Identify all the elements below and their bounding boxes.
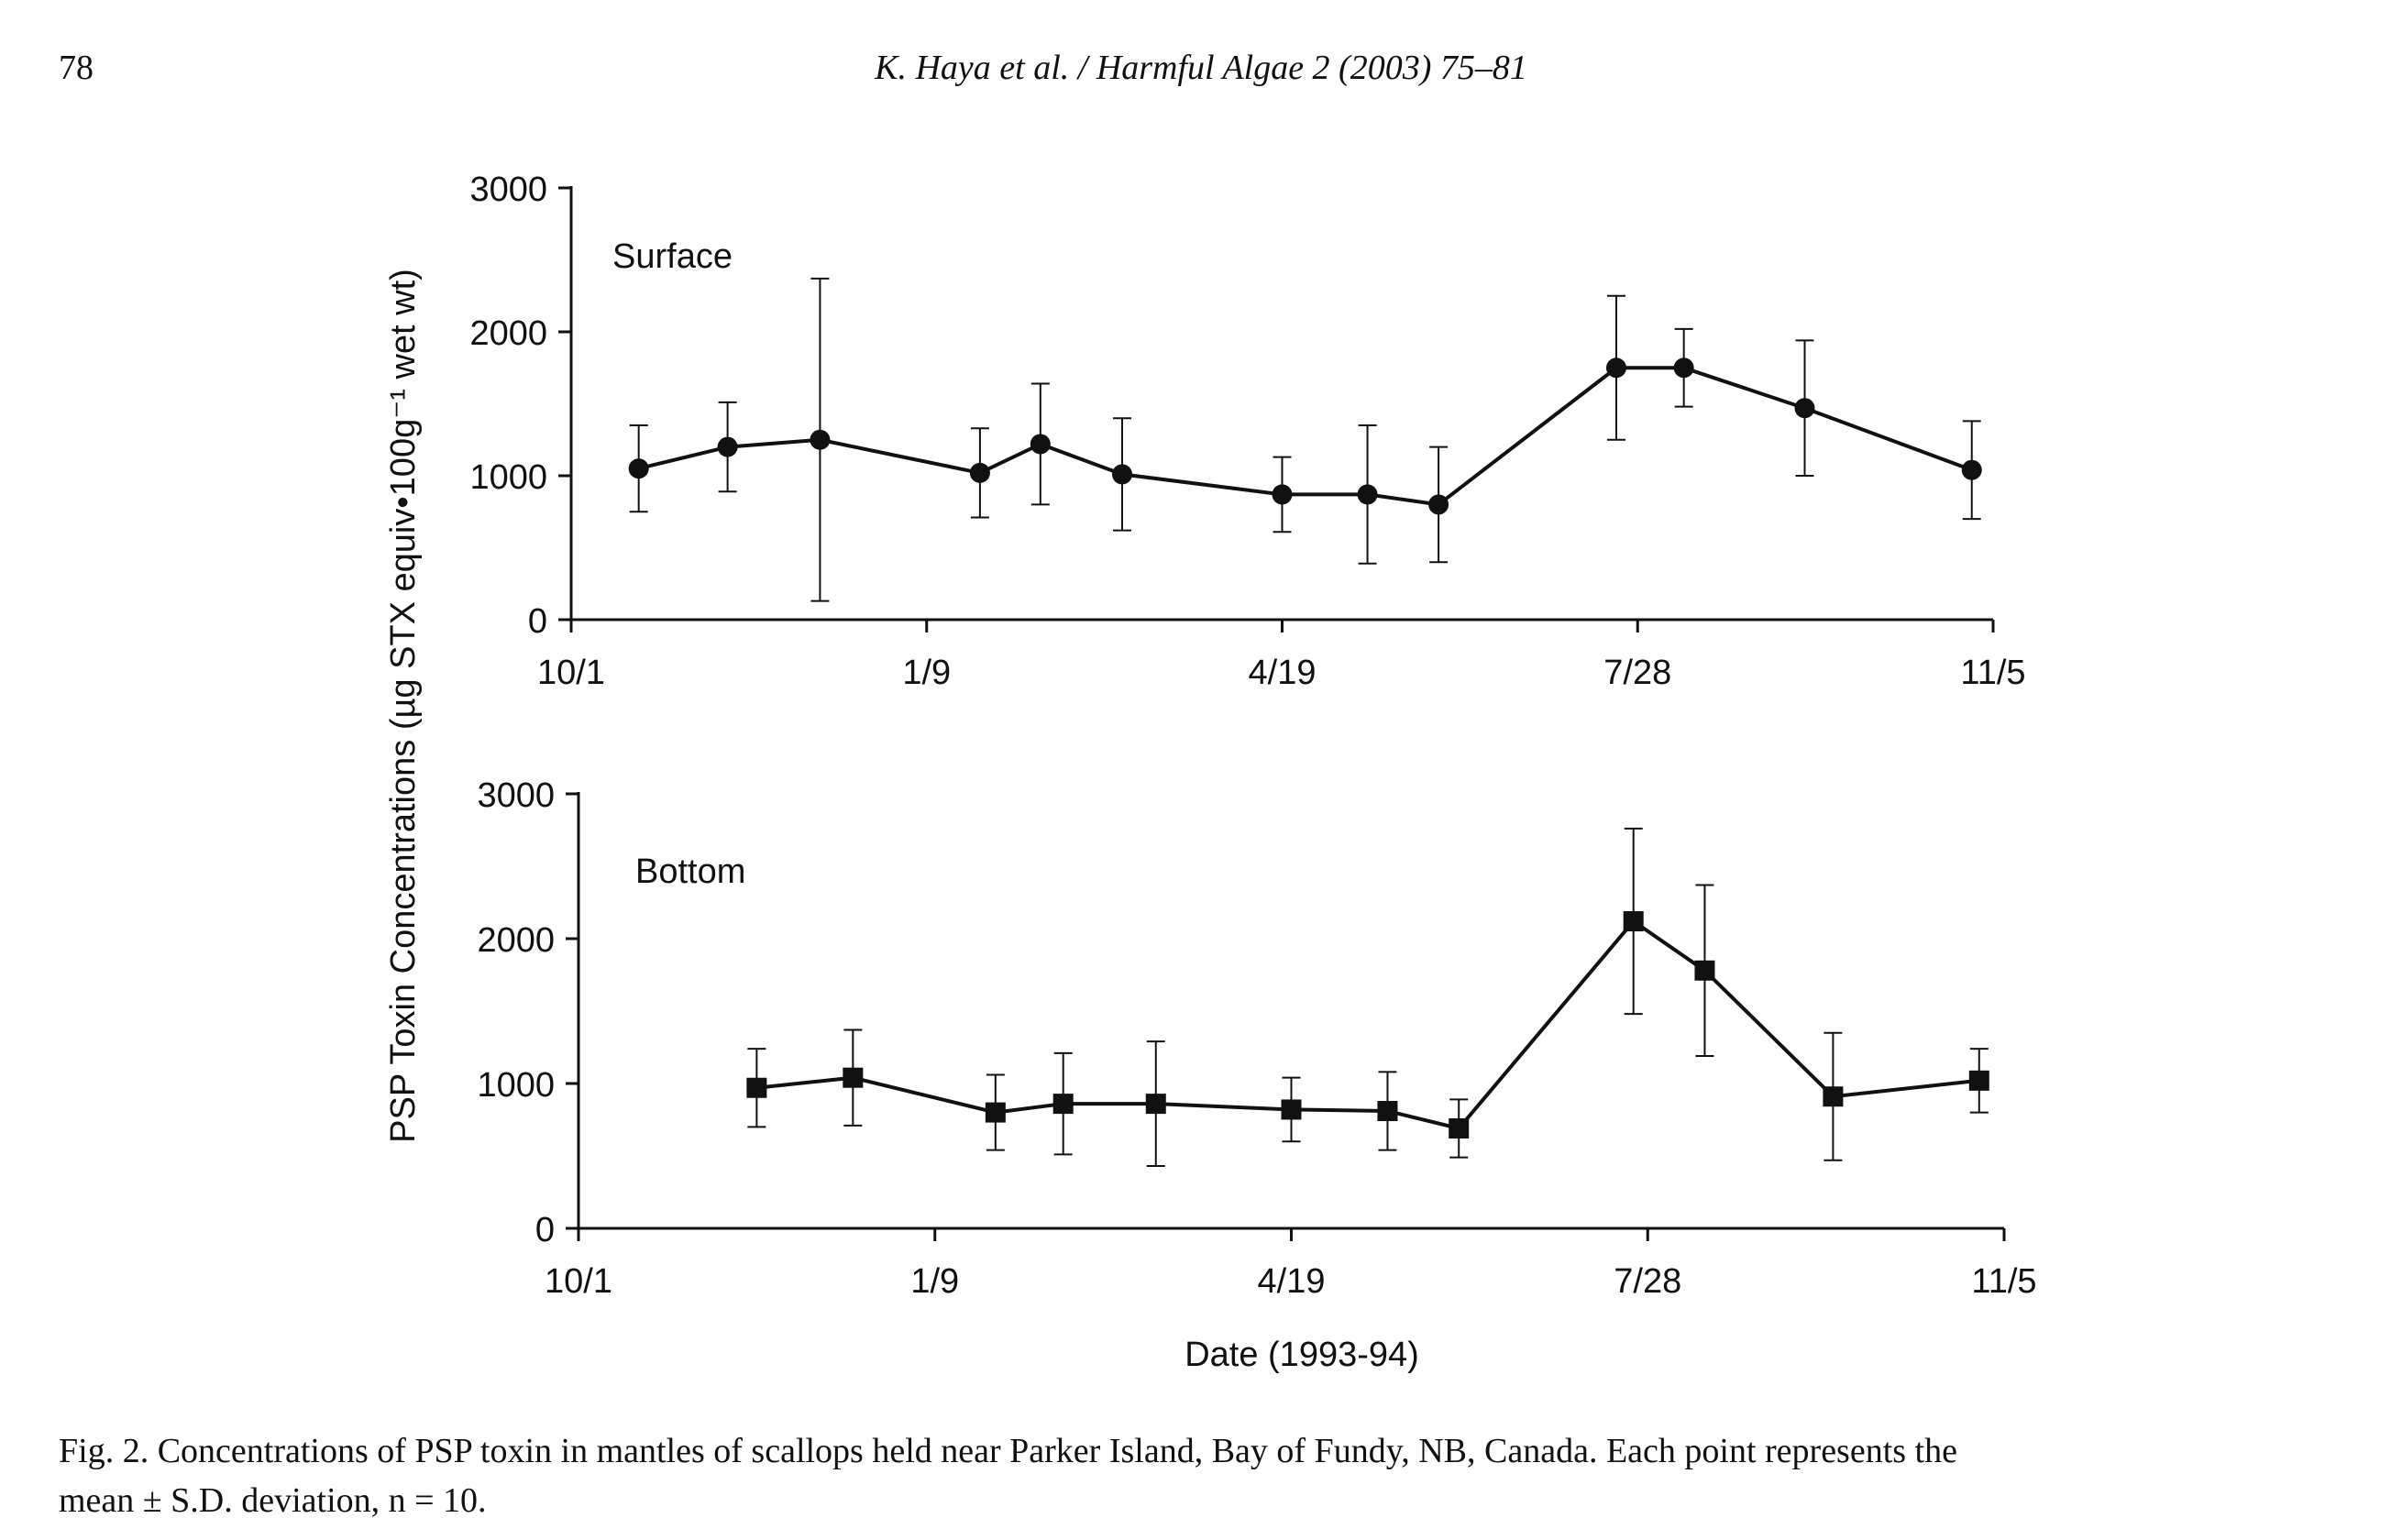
x-tick-label: 1/9 [902, 654, 951, 692]
y-tick-label: 0 [535, 1211, 555, 1249]
data-point [1961, 459, 1982, 480]
y-tick-label: 2000 [469, 314, 547, 353]
page-number: 78 [59, 49, 94, 87]
data-point [1377, 1101, 1398, 1122]
data-point [1794, 398, 1815, 419]
data-point [1694, 960, 1715, 981]
data-point [1823, 1086, 1844, 1107]
y-tick-label: 1000 [469, 458, 547, 497]
data-point [1968, 1070, 1989, 1091]
caption-line-2: mean ± S.D. deviation, n = 10. [59, 1481, 487, 1520]
data-point [1030, 434, 1051, 455]
x-tick-label: 10/1 [545, 1262, 612, 1301]
data-point [969, 462, 990, 483]
series-line [756, 918, 1980, 1131]
figure-caption: Fig. 2. Concentrations of PSP toxin in m… [59, 1426, 2360, 1525]
data-point [746, 1077, 767, 1098]
data-point [1449, 1117, 1470, 1138]
data-point [717, 436, 738, 457]
x-tick-label: 11/5 [1960, 654, 2025, 692]
x-tick-label: 10/1 [537, 654, 605, 692]
data-point [1052, 1094, 1074, 1115]
y-tick-label: 3000 [477, 776, 555, 815]
y-tick-label: 0 [528, 602, 547, 641]
x-tick-label: 11/5 [1971, 1262, 2036, 1301]
bottom-panel: 0 1000 2000 3000 10/1 1/9 4/19 7/28 11/5 Bottom [477, 776, 2036, 1301]
data-point [843, 1067, 864, 1088]
y-tick-label: 3000 [469, 170, 547, 209]
data-point [1605, 358, 1626, 379]
data-point [810, 429, 831, 450]
x-tick-label: 4/19 [1249, 654, 1317, 692]
caption-line-1: Fig. 2. Concentrations of PSP toxin in m… [59, 1432, 1957, 1470]
running-title: K. Haya et al. / Harmful Algae 2 (2003) … [875, 49, 1527, 87]
x-tick-label: 1/9 [910, 1262, 959, 1301]
x-tick-label: 7/28 [1614, 1262, 1681, 1301]
surface-panel: 0 1000 2000 3000 10/1 1/9 4/19 7/28 11/5 Surface [469, 170, 2025, 692]
panel-label: Bottom [635, 852, 745, 891]
data-point [1623, 911, 1644, 932]
series-line [638, 366, 1973, 507]
y-tick-label: 2000 [477, 921, 555, 960]
data-point [1281, 1099, 1302, 1120]
data-point [1673, 358, 1694, 379]
x-tick-label: 4/19 [1258, 1262, 1326, 1301]
data-point [1428, 494, 1449, 515]
panel-label: Surface [612, 237, 733, 276]
x-tick-label: 7/28 [1603, 654, 1671, 692]
x-axis-title: Date (1993-94) [1184, 1336, 1419, 1374]
data-point [1112, 464, 1133, 485]
data-point [1357, 484, 1378, 505]
y-tick-label: 1000 [477, 1066, 555, 1105]
data-point [628, 458, 649, 479]
data-point [1145, 1094, 1166, 1115]
data-point [1272, 484, 1293, 505]
data-point [985, 1102, 1006, 1123]
figure-chart: PSP Toxin Concentrations (µg STX equiv•1… [384, 170, 2037, 1374]
y-axis-title: PSP Toxin Concentrations (µg STX equiv•1… [384, 269, 423, 1143]
